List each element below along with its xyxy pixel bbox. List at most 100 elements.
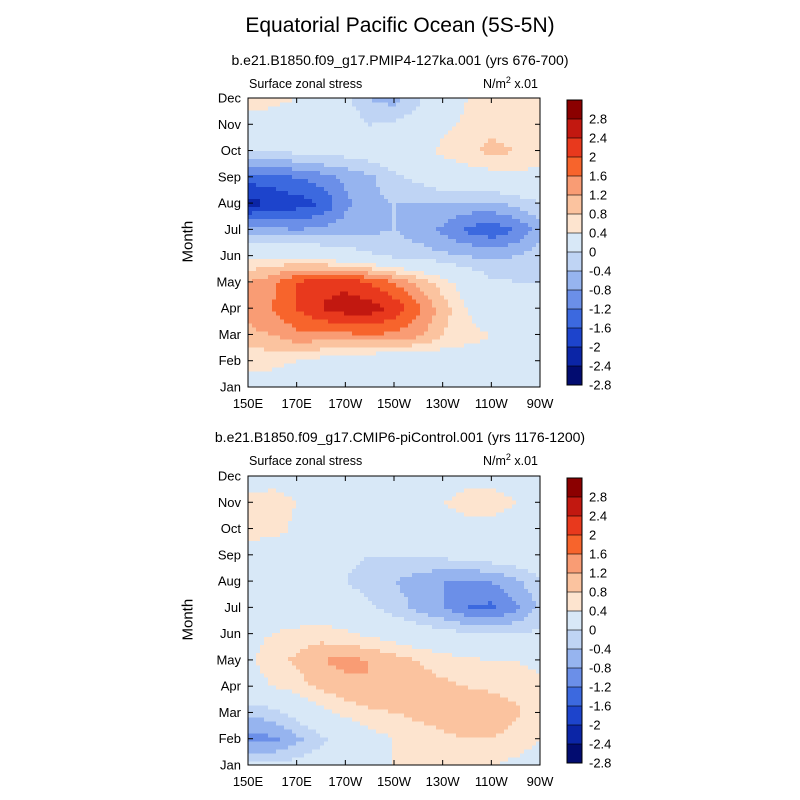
field-cell <box>496 214 501 220</box>
field-cell <box>276 202 281 207</box>
field-cell <box>512 298 517 304</box>
field-cell <box>476 314 481 320</box>
field-cell <box>248 182 253 187</box>
field-cell <box>504 318 509 324</box>
field-cell <box>296 146 301 151</box>
field-cell <box>440 142 445 147</box>
field-cell <box>344 270 349 276</box>
field-cell <box>528 238 533 244</box>
field-cell <box>352 342 357 348</box>
field-cell <box>512 266 517 272</box>
field-cell <box>412 374 417 380</box>
field-cell <box>396 306 401 312</box>
field-cell <box>460 362 465 368</box>
field-cell <box>484 154 489 159</box>
field-cell <box>468 298 473 304</box>
field-cell <box>452 130 457 135</box>
field-cell <box>308 146 313 151</box>
field-cell <box>476 366 481 372</box>
field-cell <box>344 190 349 195</box>
field-cell <box>484 342 489 348</box>
field-cell <box>416 378 421 384</box>
field-cell <box>388 334 393 340</box>
field-cell <box>328 302 333 308</box>
field-cell <box>316 230 321 236</box>
field-cell <box>484 330 489 336</box>
field-cell <box>500 310 505 316</box>
field-cell <box>500 262 505 268</box>
field-cell <box>500 190 505 195</box>
field-cell <box>360 142 365 147</box>
field-cell <box>492 218 497 224</box>
field-cell <box>268 138 273 143</box>
field-cell <box>448 366 453 372</box>
field-cell <box>376 218 381 224</box>
field-cell <box>372 270 377 276</box>
field-cell <box>436 306 441 312</box>
field-cell <box>272 262 277 268</box>
field-cell <box>508 282 513 288</box>
field-cell <box>508 150 513 155</box>
field-cell <box>332 190 337 195</box>
field-cell <box>416 230 421 236</box>
field-cell <box>416 150 421 155</box>
field-cell <box>280 286 285 292</box>
field-cell <box>248 278 253 284</box>
field-cell <box>452 134 457 139</box>
field-cell <box>520 342 525 348</box>
field-cell <box>284 262 289 268</box>
field-cell <box>348 334 353 340</box>
field-cell <box>440 202 445 207</box>
field-cell <box>532 182 537 187</box>
field-cell <box>448 342 453 348</box>
field-cell <box>512 354 517 360</box>
field-cell <box>340 222 345 228</box>
field-cell <box>292 274 297 280</box>
field-cell <box>364 226 369 232</box>
field-cell <box>284 178 289 183</box>
field-cell <box>492 126 497 131</box>
field-cell <box>416 202 421 207</box>
field-cell <box>276 342 281 348</box>
field-cell <box>348 142 353 147</box>
field-cell <box>536 114 541 119</box>
field-cell <box>452 218 457 224</box>
field-cell <box>300 334 305 340</box>
field-cell <box>280 170 285 175</box>
field-cell <box>392 306 397 312</box>
field-cell <box>296 346 301 352</box>
field-cell <box>256 230 261 236</box>
field-cell <box>348 158 353 163</box>
field-cell <box>368 378 373 384</box>
field-cell <box>484 138 489 143</box>
field-cell <box>460 146 465 151</box>
field-cell <box>356 118 361 123</box>
field-cell <box>272 234 277 240</box>
field-cell <box>452 234 457 240</box>
field-cell <box>392 362 397 368</box>
field-cell <box>296 342 301 348</box>
field-cell <box>272 298 277 304</box>
field-cell <box>332 250 337 256</box>
field-cell <box>280 222 285 228</box>
field-cell <box>344 314 349 320</box>
field-cell <box>308 226 313 232</box>
field-cell <box>372 282 377 288</box>
field-cell <box>252 174 257 179</box>
field-cell <box>516 274 521 280</box>
field-cell <box>488 174 493 179</box>
field-cell <box>340 262 345 268</box>
field-cell <box>456 354 461 360</box>
field-cell <box>408 330 413 336</box>
field-cell <box>528 290 533 296</box>
field-cell <box>292 210 297 215</box>
field-cell <box>300 266 305 272</box>
field-cell <box>440 278 445 284</box>
field-cell <box>524 118 529 123</box>
field-cell <box>340 130 345 135</box>
field-cell <box>308 150 313 155</box>
field-cell <box>268 378 273 384</box>
field-cell <box>440 370 445 376</box>
field-cell <box>392 162 397 167</box>
